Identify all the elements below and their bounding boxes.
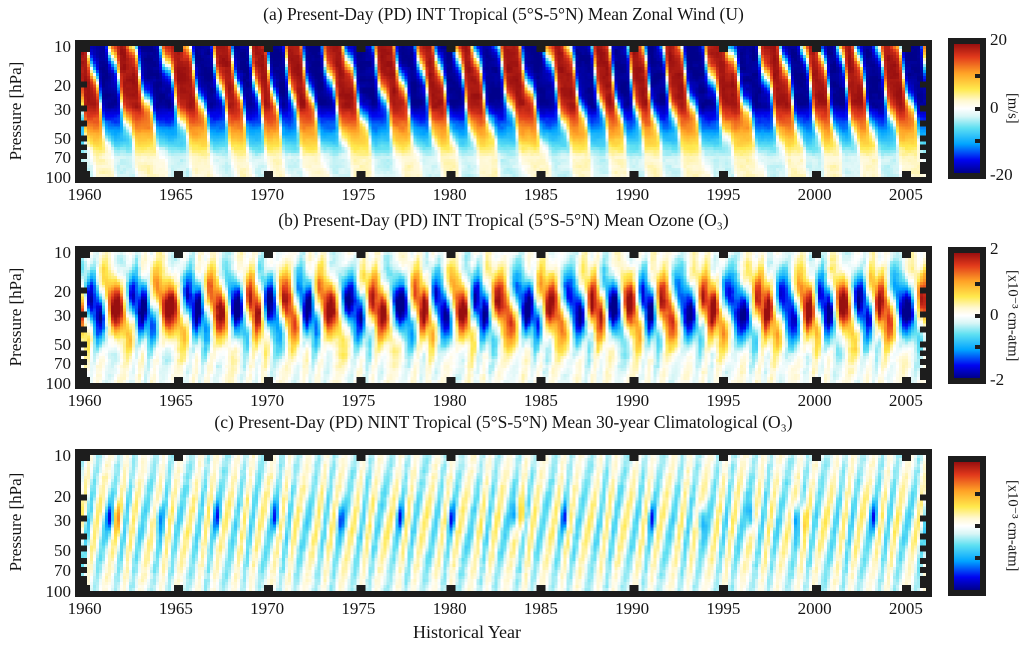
panel-c-colorbar-unit: [x10⁻³ cm-atm] xyxy=(1004,480,1021,572)
x-tick-label: 1965 xyxy=(158,391,193,410)
y-tick-label: 20 xyxy=(54,486,71,506)
x-tick-label: 1960 xyxy=(67,185,102,204)
y-tick-label: 10 xyxy=(54,243,71,262)
y-tick-label: 50 xyxy=(54,334,71,354)
x-tick-label: 2000 xyxy=(797,391,832,410)
colorbar-tick-label: -2 xyxy=(990,370,1005,389)
x-tick-label: 1995 xyxy=(706,391,741,410)
x-tick-label: 1995 xyxy=(706,599,741,618)
x-tick-label: 2005 xyxy=(888,599,923,618)
x-tick-label: 1980 xyxy=(432,391,467,410)
panel-a-colorbar xyxy=(948,38,986,179)
x-tick-label: 1985 xyxy=(523,599,558,618)
x-tick-label: 1970 xyxy=(250,185,285,204)
y-tick-label: 30 xyxy=(54,99,71,119)
panel-c-heatmap-canvas xyxy=(81,455,926,591)
x-tick-label: 1990 xyxy=(615,391,650,410)
y-tick-label: 20 xyxy=(54,282,71,302)
x-tick-label: 1980 xyxy=(432,599,467,618)
colorbar-tick-label: 2 xyxy=(990,239,999,258)
panel-c-y-axis-label: Pressure [hPa] xyxy=(6,472,25,572)
y-tick-label: 100 xyxy=(45,168,72,187)
y-tick-label: 100 xyxy=(45,374,72,393)
panel-b-colorbar-unit: [x10⁻³ cm-atm] xyxy=(1004,269,1021,362)
colorbar-tick-notch xyxy=(975,106,980,111)
x-tick-label: 1965 xyxy=(158,599,193,618)
panel-b-colorbar xyxy=(948,247,986,384)
panel-a-heatmap-canvas xyxy=(81,46,926,177)
x-tick-label: 1985 xyxy=(523,391,558,410)
panel-a-colorbar-unit: [m/s] xyxy=(1004,93,1021,124)
x-tick-label: 1975 xyxy=(341,185,376,204)
panel-a-x-ticks: 1960 1965 1970 1975 1980 1985 1990 1995 2000 2005 xyxy=(0,185,1026,205)
panel-a-colorbar-gradient xyxy=(954,44,980,173)
y-tick-label: 70 xyxy=(54,353,71,373)
colorbar-tick-notch xyxy=(975,492,980,496)
y-tick-label: 10 xyxy=(54,446,71,465)
colorbar-tick-label: 20 xyxy=(990,30,1007,49)
x-tick-label: 2005 xyxy=(888,391,923,410)
x-tick-label: 1970 xyxy=(250,391,285,410)
panel-c-title: (c) Present-Day (PD) NINT Tropical (5°S-… xyxy=(214,412,793,432)
x-tick-label: 1995 xyxy=(706,185,741,204)
x-tick-label: 2000 xyxy=(797,599,832,618)
x-tick-label: 1970 xyxy=(250,599,285,618)
panel-a-heatmap xyxy=(75,40,932,183)
x-tick-label: 1975 xyxy=(341,599,376,618)
y-tick-label: 70 xyxy=(54,147,71,167)
colorbar-tick-notch xyxy=(975,138,980,143)
panel-c-colorbar xyxy=(948,456,986,596)
panel-c-x-ticks: 1960 1965 1970 1975 1980 1985 1990 1995 2000 2005 xyxy=(0,599,1026,619)
colorbar-tick-notch xyxy=(975,74,980,79)
x-tick-label: 1960 xyxy=(67,391,102,410)
y-tick-label: 100 xyxy=(45,582,72,601)
panel-b-heatmap xyxy=(75,246,932,389)
x-tick-label: 1985 xyxy=(523,185,558,204)
colorbar-tick-label: 0 xyxy=(990,304,999,324)
y-tick-label: 50 xyxy=(54,128,71,148)
colorbar-tick-notch xyxy=(975,524,980,528)
colorbar-tick-notch xyxy=(975,556,980,560)
panel-a-title: (a) Present-Day (PD) INT Tropical (5°S-5… xyxy=(263,4,744,24)
x-tick-label: 2000 xyxy=(797,185,832,204)
panel-b-title: (b) Present-Day (PD) INT Tropical (5°S-5… xyxy=(278,210,729,230)
x-tick-label: 1990 xyxy=(615,185,650,204)
panel-b-heatmap-canvas xyxy=(81,252,926,383)
panel-c-colorbar-gradient xyxy=(954,462,980,590)
y-tick-label: 70 xyxy=(54,560,71,580)
y-tick-label: 50 xyxy=(54,541,71,561)
x-tick-label: 1975 xyxy=(341,391,376,410)
x-tick-label: 1960 xyxy=(67,599,102,618)
panel-c-heatmap xyxy=(75,449,932,597)
x-tick-label: 1980 xyxy=(432,185,467,204)
colorbar-tick-label: -20 xyxy=(990,165,1013,184)
colorbar-tick-notch xyxy=(975,344,980,349)
y-tick-label: 10 xyxy=(54,37,71,56)
y-tick-label: 30 xyxy=(54,510,71,530)
y-tick-label: 20 xyxy=(54,76,71,96)
x-tick-label: 2005 xyxy=(888,185,923,204)
x-tick-label: 1990 xyxy=(615,599,650,618)
panel-b-x-ticks: 1960 1965 1970 1975 1980 1985 1990 1995 2000 2005 xyxy=(0,391,1026,411)
colorbar-tick-notch xyxy=(975,313,980,318)
x-axis-label: Historical Year xyxy=(413,622,521,642)
y-tick-label: 30 xyxy=(54,305,71,325)
colorbar-tick-notch xyxy=(975,282,980,287)
colorbar-tick-label: 0 xyxy=(990,97,999,117)
panel-b-colorbar-gradient xyxy=(954,253,980,378)
x-tick-label: 1965 xyxy=(158,185,193,204)
